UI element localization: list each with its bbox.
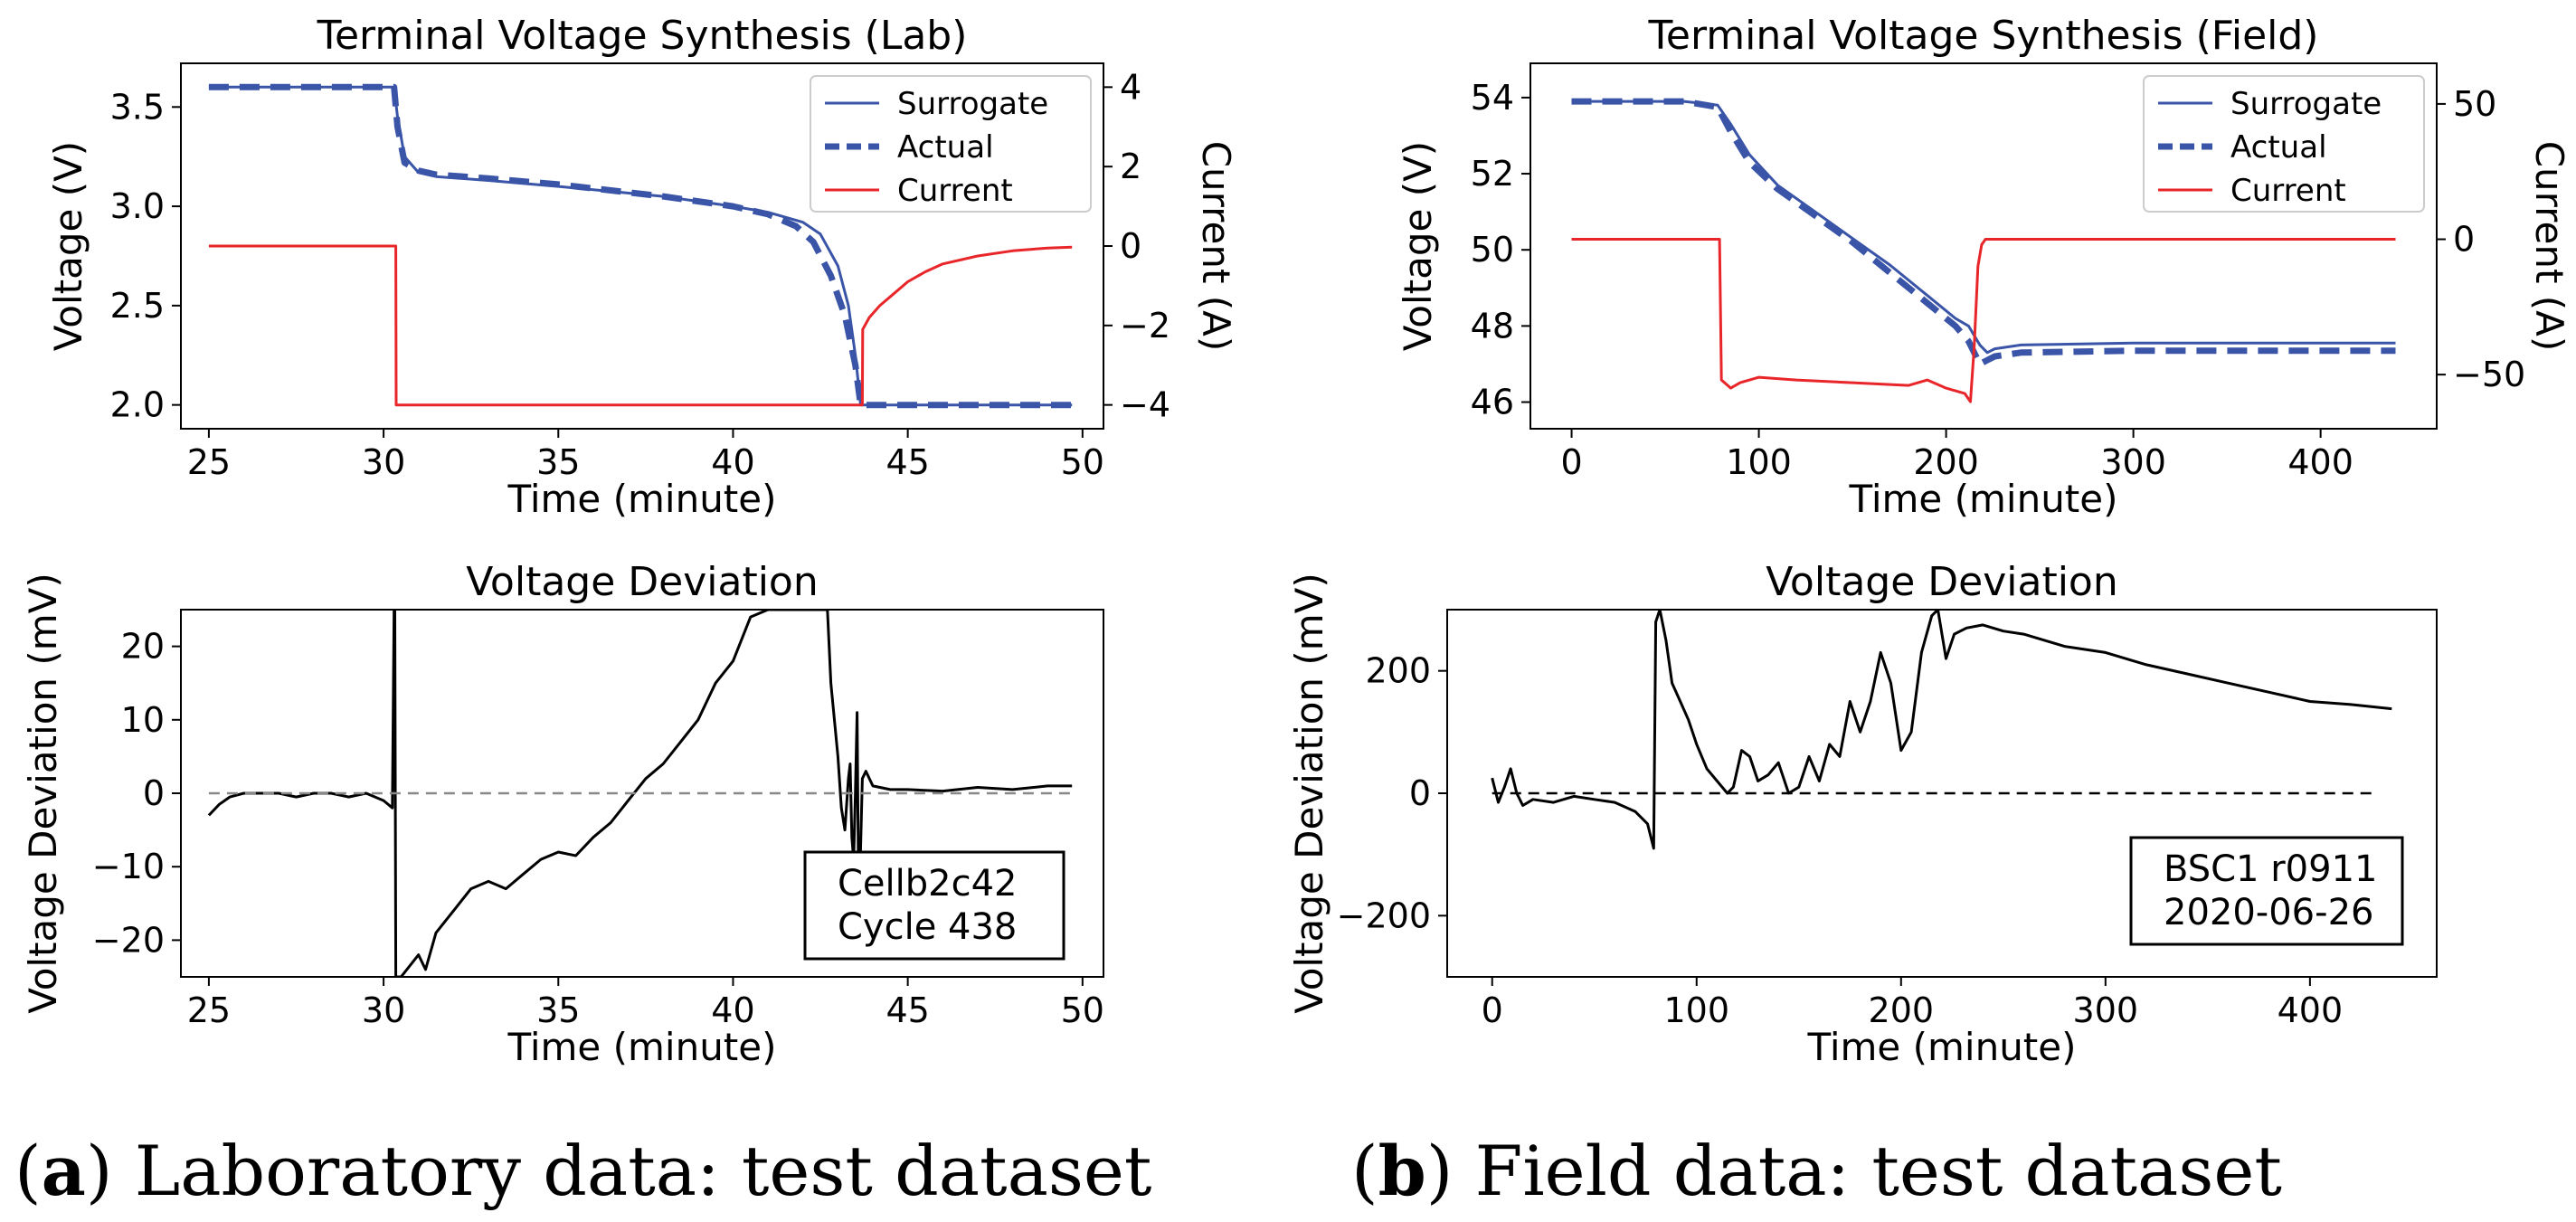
y-tick-label: 50	[1471, 230, 1514, 270]
y-tick-label: 46	[1471, 383, 1514, 422]
caption-a-text: Laboratory data: test dataset	[112, 1131, 1152, 1211]
caption-a-label: a	[41, 1131, 86, 1211]
chart-field-voltage: Terminal Voltage Synthesis (Field) 0 100 20…	[1396, 13, 2571, 521]
y-tick-label: 20	[121, 627, 165, 667]
y2-tick-label: 2	[1120, 147, 1141, 186]
chart-lab-deviation: Voltage Deviation 25 30 35 40 45 50 Time (minut…	[21, 559, 1104, 1069]
chart-title: Voltage Deviation	[1766, 559, 2118, 605]
x-tick-label: 50	[1061, 442, 1104, 482]
y-tick-label: 3.5	[110, 87, 165, 127]
annotation-line: Cellb2c42	[838, 863, 1018, 905]
x-axis-label: Time (minute)	[507, 1025, 776, 1069]
x-axis-label: Time (minute)	[507, 477, 776, 521]
x-axis-label: Time (minute)	[1806, 1025, 2076, 1069]
legend-label-actual: Actual	[2230, 129, 2327, 166]
series-current	[208, 244, 1073, 407]
x-tick-label: 0	[1482, 990, 1503, 1030]
annotation-box	[2129, 836, 2404, 946]
series-actual	[208, 83, 1073, 409]
x-tick-label: 100	[1663, 990, 1729, 1030]
y2-tick-label: −2	[1120, 306, 1170, 346]
y2-tick-label: 0	[2453, 220, 2475, 260]
x-tick-label: 400	[2287, 442, 2353, 482]
chart-title: Terminal Voltage Synthesis (Lab)	[317, 13, 968, 59]
series-deviation	[1491, 610, 2392, 850]
x-axis-label: Time (minute)	[1848, 477, 2117, 521]
x-tick-label: 45	[886, 442, 929, 482]
y-axis-label: Voltage (V)	[1396, 141, 1440, 351]
legend-label-actual: Actual	[897, 129, 994, 166]
legend-label-current: Current	[897, 173, 1013, 209]
x-tick-label: 45	[886, 990, 929, 1030]
plot-area	[1491, 610, 2392, 850]
series-current	[1571, 238, 2396, 403]
series-actual	[1571, 98, 2396, 367]
y2-axis-label: Current (A)	[1194, 141, 1238, 352]
annotation-line: Cycle 438	[838, 906, 1017, 948]
x-tick-label: 35	[536, 442, 580, 482]
y-tick-label: 0	[1409, 773, 1431, 813]
legend-box	[2143, 75, 2425, 213]
x-tick-label: 40	[711, 990, 754, 1030]
y-tick-label: 2.0	[110, 385, 165, 425]
x-tick-label: 200	[1869, 990, 1935, 1030]
y-tick-label: 0	[143, 773, 165, 813]
caption-b: (b) Field data: test dataset	[1351, 1131, 2282, 1211]
y2-tick-label: 4	[1120, 67, 1141, 107]
y-tick-label: −200	[1337, 895, 1431, 935]
y-tick-label: 2.5	[110, 286, 165, 326]
annotation-line: 2020-06-26	[2164, 892, 2373, 933]
legend-box	[810, 75, 1092, 213]
axes-frame	[180, 609, 1104, 978]
plot-area	[1571, 98, 2396, 403]
y2-tick-label: 50	[2453, 84, 2496, 124]
legend-label-current: Current	[2230, 173, 2346, 209]
x-tick-label: 40	[711, 442, 754, 482]
x-tick-label: 300	[2073, 990, 2139, 1030]
annotation-line: BSC1 r0911	[2164, 848, 2377, 890]
y2-axis-label: Current (A)	[2527, 141, 2571, 352]
x-tick-label: 400	[2278, 990, 2344, 1030]
axes-frame	[1530, 62, 2438, 430]
caption-a: (a) Laboratory data: test dataset	[14, 1131, 1152, 1211]
annotation-box	[803, 850, 1065, 961]
y-tick-label: 200	[1365, 651, 1431, 691]
legend-label-surrogate: Surrogate	[2230, 86, 2382, 122]
x-tick-label: 300	[2100, 442, 2166, 482]
y-tick-label: 3.0	[110, 186, 165, 226]
chart-lab-voltage: Terminal Voltage Synthesis (Lab)25 30 35 40…	[46, 13, 1238, 521]
chart-title: Voltage Deviation	[466, 559, 819, 605]
y-axis-label: Voltage Deviation (mV)	[21, 573, 65, 1014]
chart-title: Terminal Voltage Synthesis (Field)	[1648, 13, 2319, 59]
axes-frame	[1446, 609, 2438, 978]
x-tick-label: 100	[1726, 442, 1792, 482]
y-axis-label: Voltage Deviation (mV)	[1287, 573, 1331, 1014]
x-tick-label: 35	[536, 990, 580, 1030]
x-tick-label: 50	[1061, 990, 1104, 1030]
y-tick-label: −20	[92, 920, 165, 960]
chart-field-deviation: Voltage Deviation 0 100 200 300 400 Time (minu…	[1287, 559, 2438, 1069]
y-tick-label: 10	[121, 700, 165, 740]
legend-label-surrogate: Surrogate	[897, 86, 1048, 122]
y2-tick-label: −50	[2453, 355, 2525, 394]
axes-frame	[180, 62, 1104, 430]
y-tick-label: −10	[92, 847, 165, 886]
caption-b-text: Field data: test dataset	[1453, 1131, 2282, 1211]
y2-tick-label: 0	[1120, 226, 1141, 266]
x-tick-label: 30	[362, 990, 405, 1030]
x-tick-label: 200	[1913, 442, 1979, 482]
y2-tick-label: −4	[1120, 385, 1170, 425]
x-tick-label: 30	[362, 442, 405, 482]
y-tick-label: 52	[1471, 154, 1514, 194]
caption-b-label: b	[1378, 1131, 1426, 1211]
plot-area	[208, 83, 1073, 409]
x-tick-label: 25	[187, 990, 231, 1030]
y-tick-label: 54	[1471, 78, 1514, 118]
x-tick-label: 0	[1560, 442, 1582, 482]
y-tick-label: 48	[1471, 306, 1514, 346]
x-tick-label: 25	[187, 442, 231, 482]
y-axis-label: Voltage (V)	[46, 141, 90, 351]
